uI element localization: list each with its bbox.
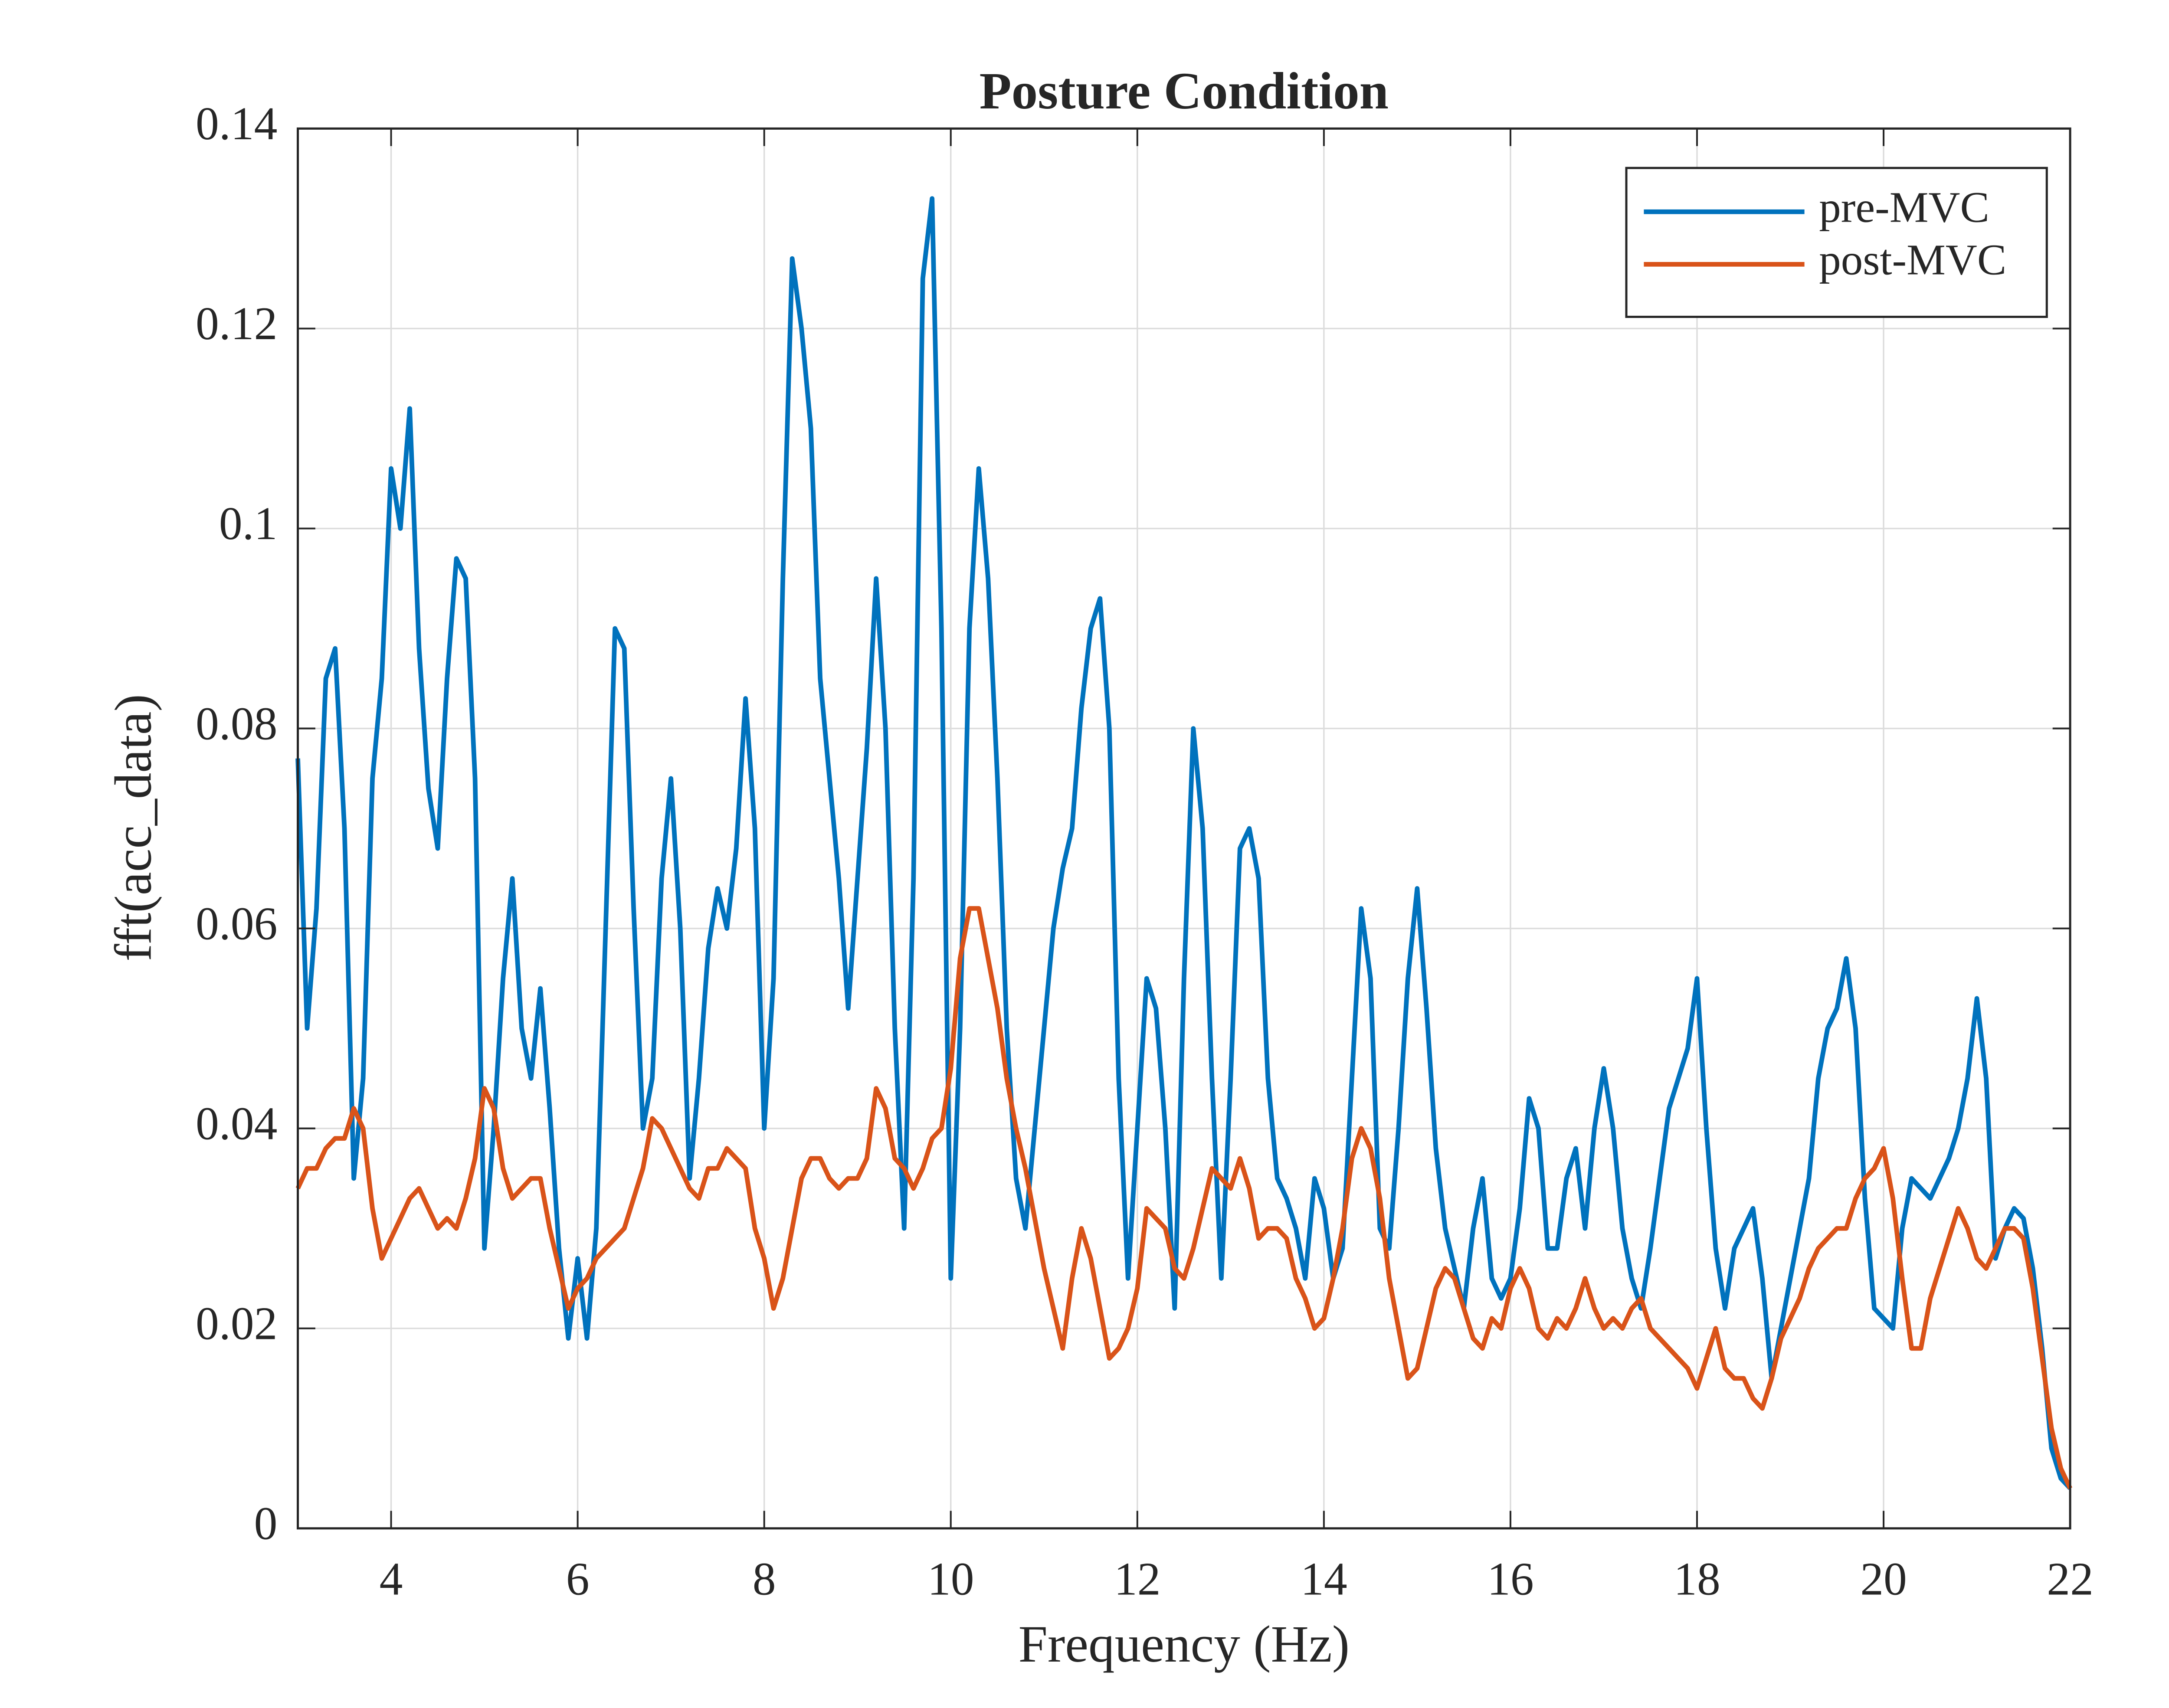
y-tick-label: 0.14 [196,98,277,150]
x-tick-label: 14 [1301,1553,1347,1605]
x-tick-label: 12 [1114,1553,1161,1605]
x-axis-label: Frequency (Hz) [1019,1615,1350,1673]
legend-box [1625,167,2048,318]
y-tick-label: 0.02 [196,1298,277,1349]
legend: pre-MVC post-MVC [1625,167,2048,318]
x-tick-label: 16 [1487,1553,1534,1605]
series-line [295,906,2072,1489]
x-tick-label: 18 [1674,1553,1720,1605]
y-tick-label: 0.1 [219,498,278,550]
y-tick-label: 0.04 [196,1098,277,1149]
x-tick-label: 22 [2047,1553,2094,1605]
x-tick-label: 20 [1860,1553,1907,1605]
x-tick-label: 4 [380,1553,403,1605]
x-tick-label: 8 [753,1553,776,1605]
legend-label: pre-MVC [1819,183,1989,231]
plot-area [295,196,2072,1490]
chart-title: Posture Condition [980,62,1389,120]
y-tick-label: 0.06 [196,898,277,949]
y-axis-label: fft(acc_data) [105,694,163,961]
x-tick-label: 10 [927,1553,974,1605]
x-tick-label: 6 [566,1553,590,1605]
legend-label: post-MVC [1819,236,2006,284]
y-tick-label: 0.12 [196,298,277,350]
axes-box [297,127,2071,1530]
y-tick-label: 0 [254,1498,278,1550]
y-tick-label: 0.08 [196,698,277,749]
